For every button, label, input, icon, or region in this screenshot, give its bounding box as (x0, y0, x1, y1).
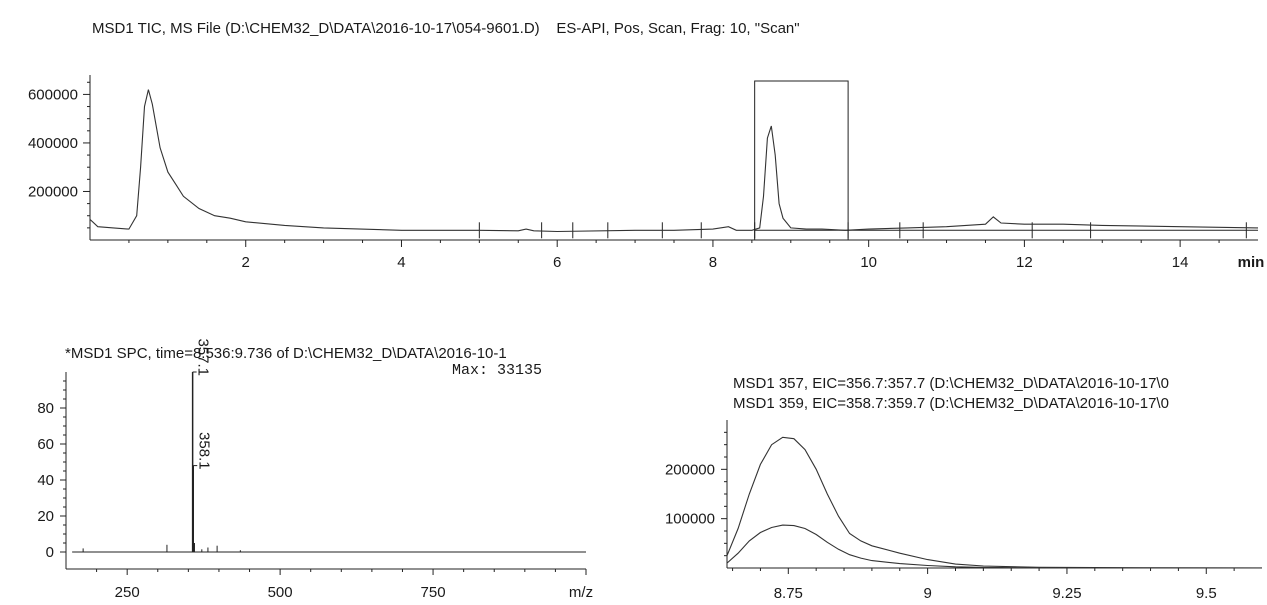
eic-x-tick-label: 9 (923, 585, 931, 602)
spectrum-peak-label: 357.1 (195, 338, 212, 376)
tic-x-axis-label: min (1238, 254, 1265, 271)
spectrum-x-tick-label: 500 (268, 584, 293, 601)
spectrum-peak-label: 358.1 (195, 432, 212, 470)
tic-x-tick-label: 10 (860, 254, 877, 271)
spectrum-y-tick-label: 0 (46, 544, 54, 561)
spectrum-x-axis-label: m/z (569, 584, 593, 601)
tic-selection-box (754, 80, 849, 241)
tic-trace (89, 89, 1259, 233)
spectrum-y-tick-label: 80 (37, 400, 54, 417)
tic-x-tick-label: 4 (397, 254, 405, 271)
tic-title: MSD1 TIC, MS File (D:\CHEM32_D\DATA\2016… (92, 20, 800, 37)
eic-title-359: MSD1 359, EIC=358.7:359.7 (D:\CHEM32_D\D… (733, 395, 1169, 412)
eic-title-357: MSD1 357, EIC=356.7:357.7 (D:\CHEM32_D\D… (733, 375, 1169, 392)
tic-x-tick-label: 6 (553, 254, 561, 271)
spectrum-x-tick-label: 250 (115, 584, 140, 601)
tic-x-tick-label: 2 (242, 254, 250, 271)
eic-x-tick-label: 8.75 (774, 585, 803, 602)
tic-x-tick-label: 12 (1016, 254, 1033, 271)
eic-trace-2 (726, 524, 1263, 569)
eic-y-tick-label: 100000 (665, 511, 715, 528)
spectrum-y-tick-label: 40 (37, 472, 54, 489)
tic-y-tick-label: 200000 (28, 183, 78, 200)
eic-y-tick-label: 200000 (665, 461, 715, 478)
tic-x-tick-label: 8 (709, 254, 717, 271)
eic-x-tick-label: 9.25 (1052, 585, 1081, 602)
tic-y-tick-label: 400000 (28, 135, 78, 152)
spectrum-y-tick-label: 20 (37, 508, 54, 525)
eic-x-tick-label: 9.5 (1196, 585, 1217, 602)
spectrum-x-tick-label: 750 (421, 584, 446, 601)
spectrum-y-tick-label: 60 (37, 436, 54, 453)
eic-trace-1 (726, 436, 1263, 569)
tic-x-tick-label: 14 (1172, 254, 1189, 271)
tic-y-tick-label: 600000 (28, 86, 78, 103)
spectrum-max-label: Max: 33135 (452, 362, 543, 379)
spectrum-title: *MSD1 SPC, time=8.536:9.736 of D:\CHEM32… (65, 345, 507, 362)
